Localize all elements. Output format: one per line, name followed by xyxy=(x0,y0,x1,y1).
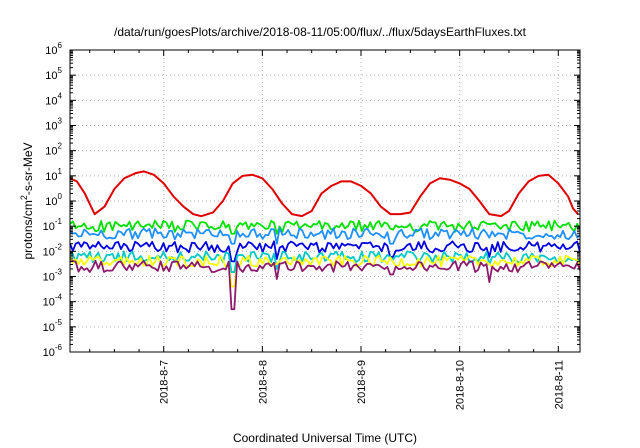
grid xyxy=(70,50,580,352)
y-tick-label: 102 xyxy=(45,142,62,158)
y-tick-base: 10 xyxy=(43,221,55,233)
y-tick-base: 10 xyxy=(45,70,57,82)
y-tick-label: 10-2 xyxy=(43,242,63,258)
y-tick-base: 10 xyxy=(45,45,57,57)
y-tick-exponent: 5 xyxy=(58,66,63,75)
y-tick-exponent: 0 xyxy=(58,192,63,201)
y-tick-base: 10 xyxy=(43,297,55,309)
series-line xyxy=(69,250,581,273)
x-tick-label: 2018-8-7 xyxy=(159,360,171,404)
series-layer xyxy=(69,170,581,311)
ticks: 10-610-510-410-310-210-11001011021031041… xyxy=(43,41,580,410)
y-tick-label: 101 xyxy=(45,167,62,183)
y-tick-exponent: -6 xyxy=(55,343,63,352)
x-tick-label: 2018-8-10 xyxy=(455,360,467,410)
y-tick-exponent: 4 xyxy=(58,91,63,100)
y-tick-label: 10-6 xyxy=(43,343,63,359)
y-tick-exponent: -3 xyxy=(55,268,63,277)
series-line xyxy=(69,170,579,218)
series-line xyxy=(69,227,581,245)
y-tick-label: 10-5 xyxy=(43,318,63,334)
y-tick-label: 105 xyxy=(45,66,62,82)
y-tick-base: 10 xyxy=(45,146,57,158)
y-tick-exponent: -5 xyxy=(55,318,63,327)
y-tick-label: 10-3 xyxy=(43,268,63,284)
chart-title: /data/run/goesPlots/archive/2018-08-11/0… xyxy=(114,25,527,39)
y-tick-base: 10 xyxy=(45,196,57,208)
series-line xyxy=(69,240,581,263)
y-tick-exponent: -2 xyxy=(55,242,63,251)
y-tick-label: 106 xyxy=(45,41,62,57)
x-tick-label: 2018-8-9 xyxy=(356,360,368,404)
y-axis-label-superscript: 2 xyxy=(19,195,29,200)
y-tick-exponent: 3 xyxy=(58,117,63,126)
y-axis-label-suffix: -s-sr-MeV xyxy=(21,142,35,195)
series-line xyxy=(69,259,581,311)
y-tick-base: 10 xyxy=(43,272,55,284)
x-axis-label: Coordinated Universal Time (UTC) xyxy=(233,431,417,445)
y-tick-label: 103 xyxy=(45,117,62,133)
y-tick-exponent: 6 xyxy=(58,41,63,50)
y-tick-exponent: -4 xyxy=(55,293,63,302)
series-line xyxy=(69,219,581,235)
y-axis-label: protons/cm2-s-sr-MeV xyxy=(19,142,35,259)
y-tick-exponent: 2 xyxy=(58,142,63,151)
x-tick-label: 2018-8-8 xyxy=(257,360,269,404)
y-tick-label: 10-1 xyxy=(43,217,63,233)
y-tick-label: 100 xyxy=(45,192,62,208)
y-tick-exponent: -1 xyxy=(55,217,63,226)
y-tick-label: 104 xyxy=(45,91,62,107)
y-tick-base: 10 xyxy=(43,246,55,258)
y-tick-base: 10 xyxy=(43,322,55,334)
y-tick-label: 10-4 xyxy=(43,293,63,309)
series-line xyxy=(69,254,581,288)
y-tick-base: 10 xyxy=(45,95,57,107)
y-tick-base: 10 xyxy=(45,121,57,133)
x-tick-label: 2018-8-11 xyxy=(553,360,565,409)
y-tick-base: 10 xyxy=(45,171,57,183)
y-axis-label-prefix: protons/cm xyxy=(21,200,35,259)
y-tick-exponent: 1 xyxy=(58,167,63,176)
y-tick-base: 10 xyxy=(43,347,55,359)
